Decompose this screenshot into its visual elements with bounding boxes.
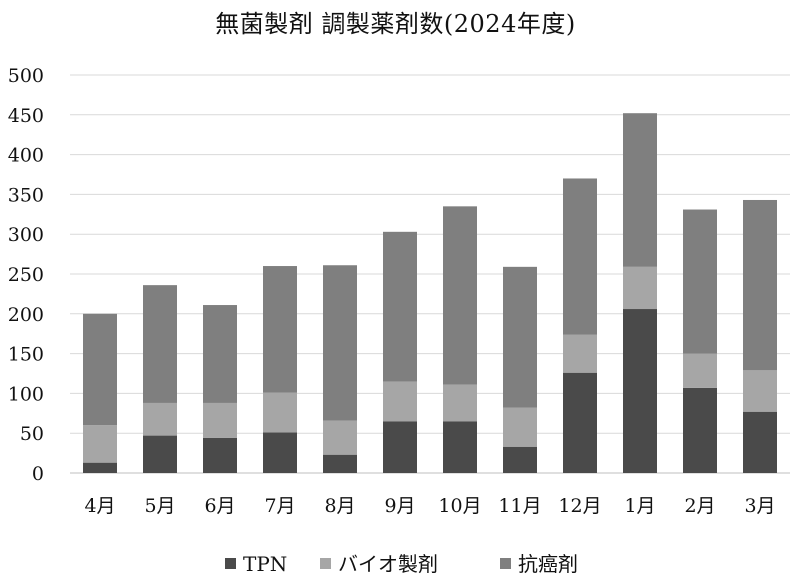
legend-swatch [225,558,236,569]
bar [383,231,417,382]
bar [503,446,537,473]
gridlines [70,74,790,474]
x-tick-label: 7月 [264,495,295,517]
y-tick-label: 500 [8,65,44,87]
bar [443,421,477,473]
bars [83,113,777,473]
legend-label: TPN [243,552,287,576]
bar [263,432,297,473]
bar [203,402,237,438]
y-tick-label: 200 [8,304,44,326]
x-tick-label: 11月 [498,495,541,517]
bar [83,313,117,426]
bar [743,199,777,371]
bar [83,425,117,463]
bar [323,454,357,473]
legend-label: 抗癌剤 [518,552,578,576]
x-tick-label: 4月 [84,495,115,517]
y-tick-label: 50 [20,423,44,445]
legend-label: バイオ製剤 [338,552,438,576]
bar [143,435,177,473]
bar [683,353,717,388]
x-tick-label: 12月 [558,495,601,517]
y-tick-label: 250 [8,264,44,286]
legend-swatch [320,558,331,569]
bar [683,387,717,473]
bar [263,266,297,393]
x-tick-label: 8月 [324,495,355,517]
bar [563,334,597,373]
bar [563,372,597,473]
bar [83,462,117,473]
legend-swatch [500,558,511,569]
bar [623,309,657,473]
x-tick-label: 3月 [744,495,775,517]
bar [623,113,657,267]
y-tick-label: 100 [8,383,44,405]
bar [263,392,297,433]
bar [683,209,717,354]
bar [203,305,237,403]
bar [563,178,597,335]
bar [443,384,477,422]
x-tick-label: 9月 [384,495,415,517]
bar [443,206,477,385]
y-tick-label: 0 [32,463,44,485]
legend: TPN バイオ製剤 抗癌剤 [225,552,578,576]
bar [503,266,537,408]
bar [383,381,417,422]
bar [143,402,177,436]
bar [743,370,777,412]
x-tick-label: 6月 [204,495,235,517]
x-tick-label: 2月 [684,495,715,517]
x-tick-label: 5月 [144,495,175,517]
x-axis-ticks: 4月 5月 6月 7月 8月 9月 10月 11月 12月 1月 2月 3月 [84,495,775,517]
x-tick-label: 10月 [438,495,481,517]
bar [623,266,657,310]
bar [503,407,537,447]
bar [323,265,357,421]
bar [323,420,357,455]
y-tick-label: 400 [8,145,44,167]
y-tick-label: 450 [8,105,44,127]
y-axis-ticks: 0 50 100 150 200 250 300 350 400 450 500 [8,65,44,485]
bar [743,411,777,473]
chart-title: 無菌製剤 調製薬剤数(2024年度) [215,10,576,38]
bar [203,437,237,473]
bar [143,285,177,403]
bar [383,421,417,473]
y-tick-label: 350 [8,184,44,206]
y-tick-label: 300 [8,224,44,246]
x-tick-label: 1月 [624,495,655,517]
y-tick-label: 150 [8,344,44,366]
